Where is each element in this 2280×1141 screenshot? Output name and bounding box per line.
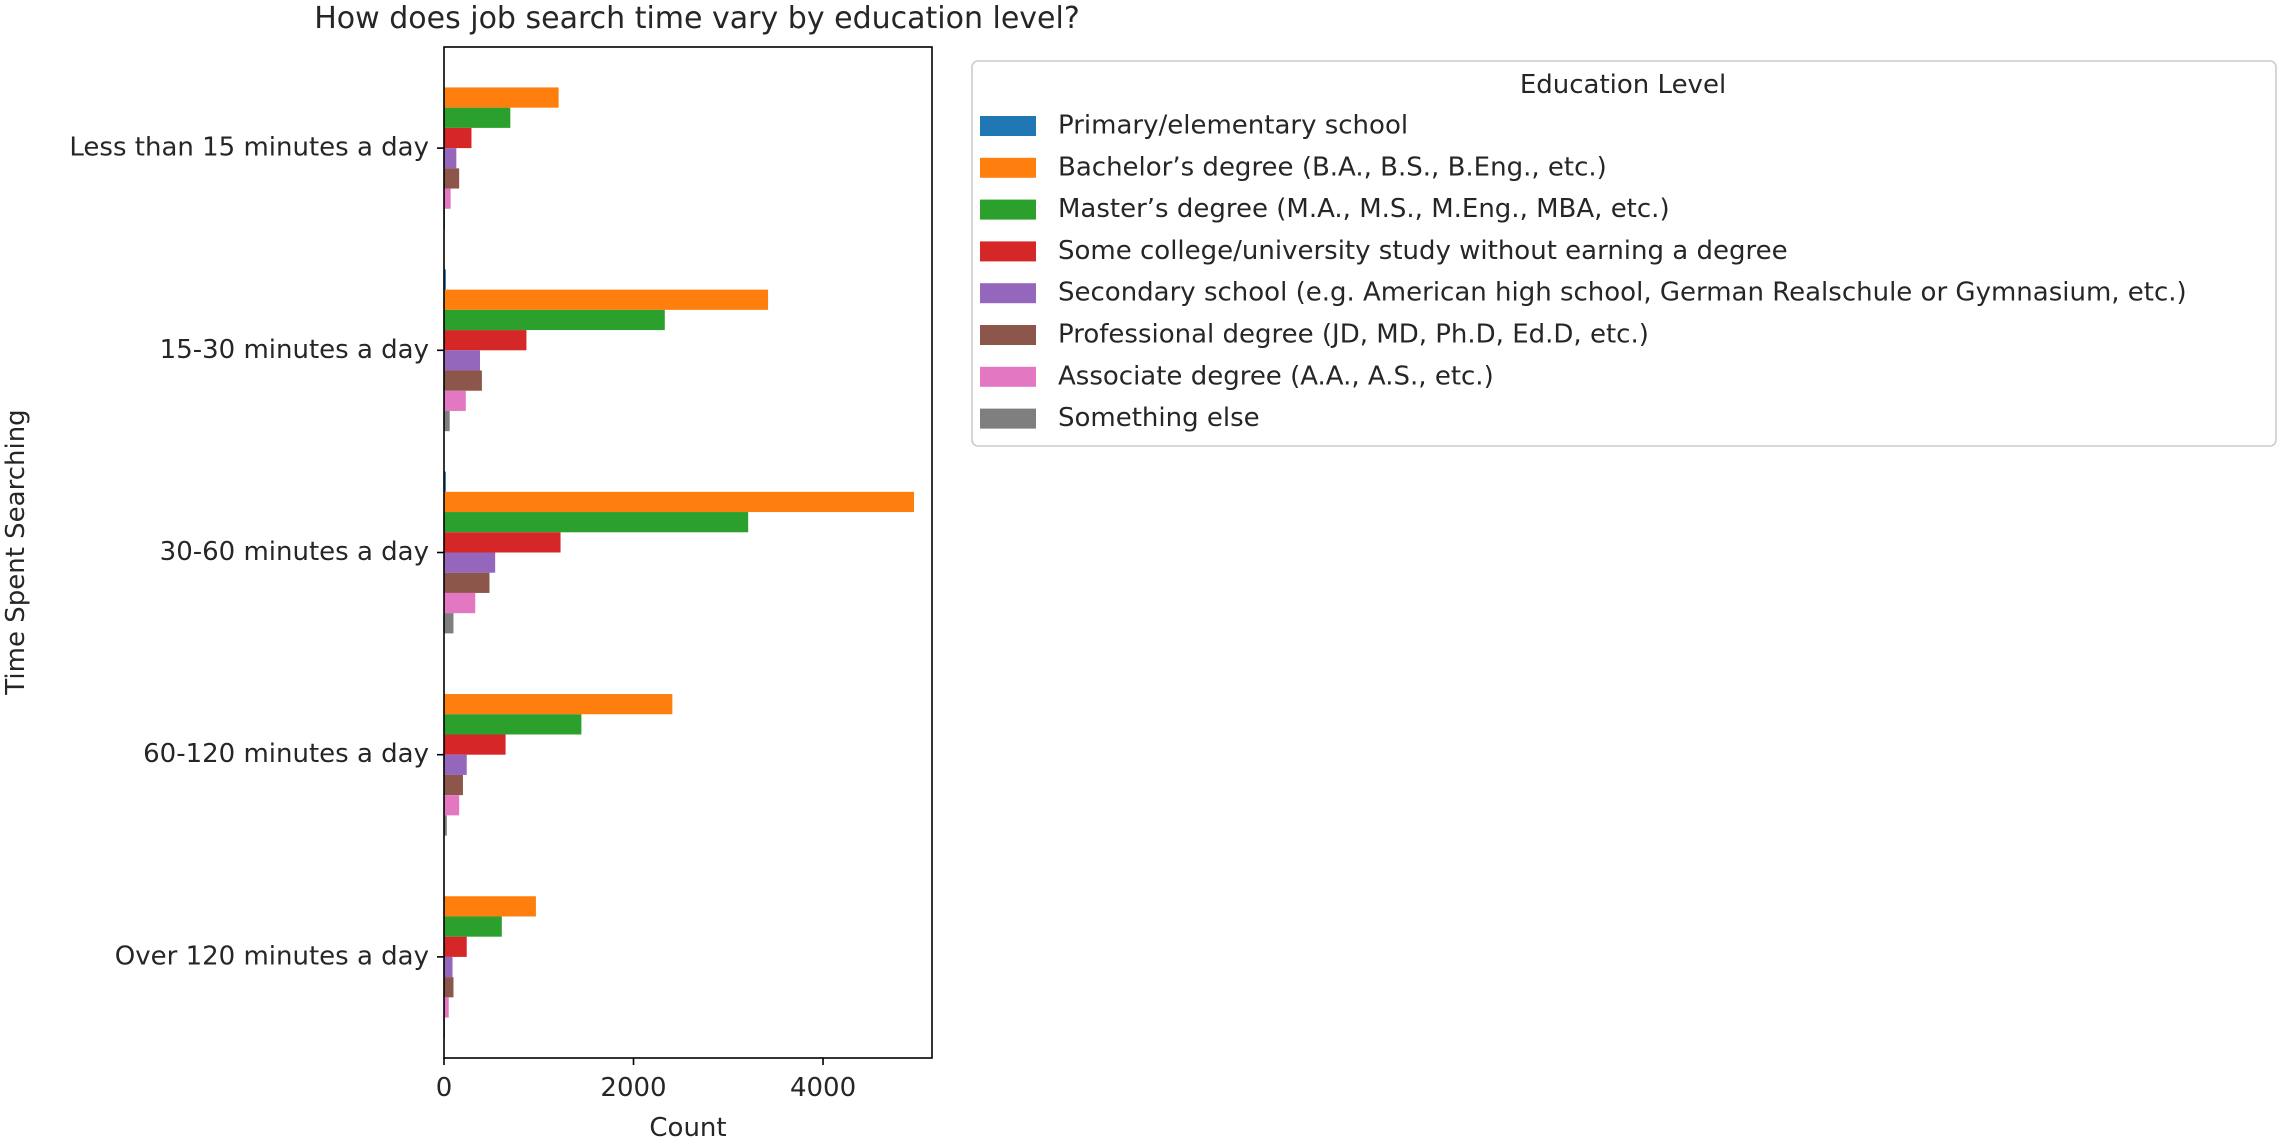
bar xyxy=(444,592,476,614)
x-tick-label: 2000 xyxy=(600,1073,666,1103)
bar xyxy=(444,815,447,836)
bar xyxy=(444,127,472,149)
legend-swatch xyxy=(980,199,1036,220)
legend-swatch xyxy=(980,408,1036,429)
bar xyxy=(444,309,665,331)
legend-label: Some college/university study without ea… xyxy=(1058,236,1788,266)
y-tick-label: Less than 15 minutes a day xyxy=(69,133,429,163)
legend-label: Something else xyxy=(1058,403,1260,433)
bar xyxy=(444,613,454,634)
bar xyxy=(444,977,454,998)
bar xyxy=(444,269,446,290)
legend-swatch xyxy=(980,116,1036,136)
legend-label: Master’s degree (M.A., M.S., M.Eng., MBA… xyxy=(1058,194,1670,224)
bar xyxy=(444,330,527,351)
bar xyxy=(444,694,673,715)
y-tick-label: Over 120 minutes a day xyxy=(115,941,429,971)
bar xyxy=(444,916,502,937)
bar xyxy=(444,714,582,735)
plot-frame xyxy=(443,46,933,1059)
y-tick-labels: Less than 15 minutes a day 15-30 minutes … xyxy=(69,133,444,971)
x-tick-label: 4000 xyxy=(790,1073,856,1103)
legend-swatch xyxy=(980,157,1036,178)
bar xyxy=(444,370,482,391)
bar xyxy=(444,188,451,209)
bar xyxy=(444,491,914,513)
bar xyxy=(444,572,490,593)
bar xyxy=(444,350,481,371)
y-tick-label: 60-120 minutes a day xyxy=(143,739,429,769)
y-tick-label: 15-30 minutes a day xyxy=(160,335,429,365)
bar xyxy=(444,410,450,432)
legend-swatch xyxy=(980,325,1036,345)
bar xyxy=(444,997,449,1018)
legend-swatch xyxy=(980,283,1036,304)
bar xyxy=(444,289,769,310)
legend-swatch xyxy=(980,366,1036,387)
bar xyxy=(444,734,506,755)
legend: Education Level Primary/elementary schoo… xyxy=(971,60,2277,447)
legend-label: Bachelor’s degree (B.A., B.S., B.Eng., e… xyxy=(1058,152,1607,182)
legend-label: Primary/elementary school xyxy=(1058,111,1408,141)
bar xyxy=(444,471,446,492)
bar xyxy=(444,936,467,957)
bar xyxy=(444,87,559,108)
chart-title: How does job search time vary by educati… xyxy=(314,1,1080,36)
bar xyxy=(444,168,460,189)
bars-group xyxy=(444,67,914,1038)
bar xyxy=(444,956,453,978)
bar xyxy=(444,795,460,816)
legend-swatch xyxy=(980,241,1036,262)
legend-frame xyxy=(971,60,2277,447)
bar xyxy=(444,148,457,169)
bar xyxy=(444,532,561,553)
legend-items: Primary/elementary school Bachelor’s degr… xyxy=(980,111,2187,433)
x-tick-label: 0 xyxy=(436,1073,453,1103)
legend-label: Secondary school (e.g. American high sch… xyxy=(1058,278,2187,308)
bar xyxy=(444,774,463,796)
y-tick-label: 30-60 minutes a day xyxy=(160,537,429,567)
y-axis-label: Time Spent Searching xyxy=(1,409,31,695)
bar xyxy=(444,552,496,573)
legend-label: Associate degree (A.A., A.S., etc.) xyxy=(1058,361,1494,391)
bar xyxy=(444,896,536,917)
x-axis-label: Count xyxy=(649,1113,726,1141)
legend-label: Professional degree (JD, MD, Ph.D, Ed.D,… xyxy=(1058,320,1649,350)
legend-title: Education Level xyxy=(1520,70,1726,100)
x-tick-labels: 0 2000 4000 xyxy=(436,1058,856,1103)
bar xyxy=(444,390,466,411)
bar xyxy=(444,512,749,533)
bar xyxy=(444,754,467,775)
bar xyxy=(444,107,511,128)
